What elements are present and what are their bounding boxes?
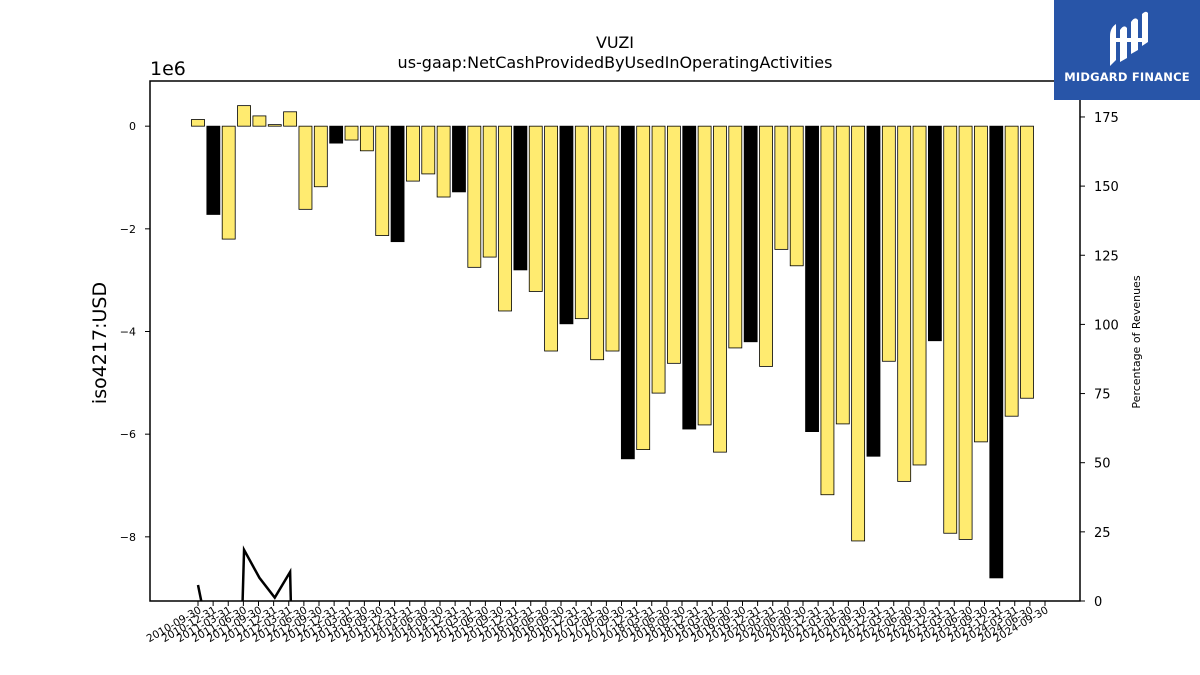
bar-annual — [927, 125, 942, 342]
bar-quarter — [375, 125, 390, 236]
bar-annual — [513, 125, 528, 271]
bar-quarter — [436, 125, 451, 198]
bar-quarter — [820, 125, 835, 496]
bar-annual — [329, 125, 344, 144]
y-tick-label: −2 — [120, 223, 136, 236]
y-offset-label: 1e6 — [150, 58, 186, 80]
bar-quarter — [667, 125, 681, 364]
bar-quarter — [359, 125, 374, 152]
bar-quarter — [252, 115, 267, 127]
bar-quarter — [482, 125, 497, 258]
plot-frame — [149, 80, 1081, 602]
y2-tick-label: 150 — [1094, 180, 1119, 195]
y-tick-label: −6 — [120, 428, 136, 441]
bar-annual — [866, 125, 881, 457]
bar-quarter — [298, 125, 313, 210]
y2-tick-label: 100 — [1094, 318, 1119, 333]
bar-annual — [206, 125, 221, 215]
bar-quarter — [728, 125, 743, 349]
y2-tick-label: 175 — [1094, 111, 1119, 126]
y2-axis-label: Percentage of Revenues — [1130, 275, 1143, 408]
bar-quarter — [528, 125, 543, 292]
bar-quarter — [544, 125, 558, 352]
bar-quarter — [467, 125, 482, 268]
bar-quarter — [1020, 125, 1034, 399]
bar-annual — [989, 125, 1004, 579]
bar-quarter — [406, 125, 420, 182]
bar-quarter — [974, 125, 988, 443]
bar-quarter — [574, 125, 589, 320]
y-axis-label: iso4217:USD — [89, 282, 111, 404]
bar-quarter — [605, 125, 620, 352]
y2-tick-label: 0 — [1094, 595, 1102, 610]
bar-quarter — [651, 125, 666, 394]
bar-quarter — [1004, 125, 1019, 417]
bar-quarter — [881, 125, 896, 362]
y2-tick-label: 25 — [1094, 526, 1111, 541]
bar-quarter — [713, 125, 727, 453]
bar-quarter — [313, 125, 328, 188]
bar-quarter — [958, 125, 973, 540]
bar-quarter — [789, 125, 804, 267]
bar-quarter — [636, 125, 651, 450]
bar-quarter — [421, 125, 436, 175]
chart-title: VUZI — [596, 33, 634, 52]
bar-quarter — [590, 125, 605, 361]
bar-quarter — [267, 124, 282, 127]
bar-quarter — [759, 125, 773, 367]
y2-tick-label: 75 — [1094, 388, 1111, 403]
midgard-logo-icon — [1110, 11, 1148, 66]
bar-annual — [452, 125, 466, 193]
bar-quarter — [498, 125, 512, 312]
bar-annual — [390, 125, 405, 243]
bar-annual — [743, 125, 758, 343]
bar-quarter — [851, 125, 866, 542]
bar-quarter — [774, 125, 789, 250]
bar-quarter — [221, 125, 236, 240]
bar-annual — [620, 125, 635, 460]
chart-subtitle: us-gaap:NetCashProvidedByUsedInOperating… — [398, 53, 833, 72]
bar-quarter — [897, 125, 912, 482]
y2-tick-label: 125 — [1094, 249, 1119, 264]
bar-annual — [805, 125, 819, 432]
midgard-finance-logo: MIDGARD FINANCE — [1054, 0, 1200, 100]
y-tick-label: −4 — [120, 326, 136, 339]
bar-quarter — [344, 125, 359, 141]
bar-quarter — [697, 125, 712, 426]
y2-tick-label: 50 — [1094, 457, 1111, 472]
y-tick-label: 0 — [129, 120, 136, 133]
bar-annual — [682, 125, 697, 430]
bar-annual — [559, 125, 574, 325]
bar-quarter — [835, 125, 850, 425]
bar-quarter — [283, 111, 298, 127]
percentage-of-revenues-line — [196, 545, 293, 601]
bar-quarter — [237, 105, 251, 127]
bar-quarter — [943, 125, 958, 534]
y-tick-label: −8 — [120, 531, 136, 544]
logo-text: MIDGARD FINANCE — [1064, 70, 1190, 84]
bar-quarter — [912, 125, 927, 466]
bar-quarter — [191, 119, 205, 127]
